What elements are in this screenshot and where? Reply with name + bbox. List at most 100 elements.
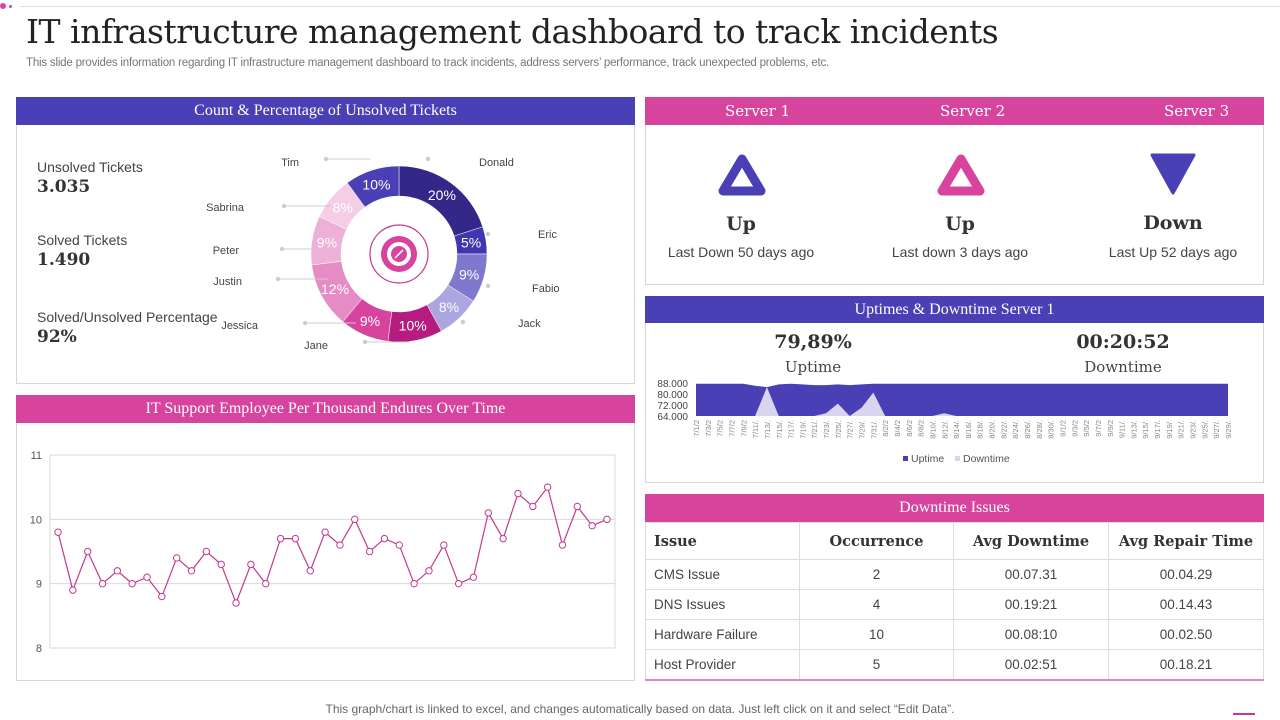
page-title: IT infrastructure management dashboard t… (26, 12, 999, 51)
x-tick-label: 9/17/. (1153, 420, 1162, 439)
x-tick-label: 7/31/. (869, 420, 878, 439)
unsolved-value: 3.035 (37, 177, 91, 197)
table-cell: 00.19:21 (953, 589, 1109, 620)
x-tick-label: 7/11/. (751, 420, 760, 438)
x-tick-label: 7/19/. (798, 420, 807, 439)
table-cell: 2 (799, 559, 954, 590)
data-point (262, 579, 270, 588)
leader-dot (281, 203, 287, 209)
x-tick-label: 7/25/. (834, 420, 843, 439)
donut-category-label: Justin (213, 276, 242, 288)
x-tick-label: 8/28/. (1035, 420, 1044, 439)
center-ring (369, 224, 429, 284)
leader-dot (302, 320, 308, 326)
donut-slice-tim (346, 165, 400, 208)
data-point (543, 483, 552, 491)
data-point (410, 579, 418, 588)
data-point (499, 534, 507, 543)
data-point (336, 541, 344, 549)
solved-label: Solved Tickets (37, 232, 128, 248)
donut-category-label: Eric (538, 229, 557, 241)
server-1-state: Up (726, 213, 756, 235)
x-tick-label: 7/9/2 (739, 420, 748, 437)
data-point (603, 515, 611, 524)
x-tick-label: 8/30/. (1047, 420, 1056, 439)
x-tick-label: 7/17/. (787, 420, 796, 439)
data-point (351, 515, 359, 524)
donut-category-label: Peter (213, 245, 240, 257)
table-cell: 5 (799, 649, 954, 680)
server-2-up-icon (937, 154, 985, 196)
page-subtitle: This slide provides information regardin… (26, 57, 830, 69)
donut-category-label: Donald (479, 157, 514, 169)
legend-label: Downtime (963, 453, 1010, 465)
table-cell: 00.18.21 (1108, 649, 1264, 680)
data-point (276, 534, 285, 543)
legend-label: Uptime (911, 453, 944, 465)
x-tick-label: 9/1/2 (1058, 420, 1067, 437)
x-tick-label: 8/6/2 (905, 420, 914, 437)
y-tick-label: 8 (36, 643, 42, 655)
leader-dot (323, 156, 329, 162)
leader-dot (425, 156, 431, 162)
data-point (54, 528, 62, 536)
data-point (469, 573, 478, 581)
col-issue: Issue (645, 522, 800, 560)
donut-data-label: 8% (333, 199, 353, 215)
table-row: DNS Issues 4 00.19:21 00.14.43 (645, 589, 1264, 620)
server-1-up-icon (718, 154, 766, 196)
y-tick-label: 64.000 (657, 412, 688, 423)
x-tick-label: 9/19/. (1165, 420, 1174, 439)
percent-icon-slash (394, 249, 404, 259)
y-tick-label: 10 (30, 514, 42, 526)
x-tick-label: 9/21/. (1177, 420, 1186, 439)
y-tick-label: 9 (36, 579, 42, 591)
donut-data-label: 8% (439, 299, 459, 315)
data-point (454, 579, 463, 588)
leader-dot (460, 319, 466, 325)
data-point (83, 547, 92, 556)
x-tick-label: 8/16/. (964, 420, 973, 439)
x-tick-label: 9/9/2 (1106, 420, 1115, 437)
uptime-value: 79,89% (774, 331, 852, 353)
x-tick-label: 9/27/. (1212, 420, 1221, 439)
data-point (306, 567, 314, 575)
table-row: Host Provider 5 00.02:51 00.18.21 (645, 649, 1264, 680)
data-point (128, 579, 136, 588)
x-tick-label: 8/14/. (952, 420, 961, 439)
leader-dot (279, 246, 285, 252)
server-3-title: Server 3 (1164, 102, 1230, 120)
area-series-uptime (696, 383, 1228, 416)
data-point (380, 534, 389, 543)
donut-data-label: 12% (321, 281, 349, 297)
employee-panel-header: IT Support Employee Per Thousand Endures… (16, 395, 635, 423)
x-tick-label: 9/25/. (1200, 420, 1209, 439)
leader-dot (362, 339, 368, 345)
x-tick-label: 7/3/2 (704, 420, 713, 437)
donut-category-label: Jane (304, 340, 328, 352)
x-tick-label: 9/7/2 (1094, 420, 1103, 437)
x-tick-label: 9/23/. (1189, 420, 1198, 439)
donut-data-label: 5% (461, 235, 481, 251)
servers-panel: Up Last Down 50 days ago Up Last down 3 … (645, 125, 1264, 285)
table-cell: CMS Issue (645, 559, 800, 590)
server-2-state: Up (945, 213, 975, 235)
tickets-panel-header: Count & Percentage of Unsolved Tickets (16, 97, 635, 125)
donut-category-label: Tim (281, 157, 299, 169)
table-cell: Hardware Failure (645, 619, 800, 650)
x-tick-label: 8/22/. (999, 420, 1008, 439)
leader-dot (485, 231, 491, 237)
downtime-label: Downtime (1084, 358, 1162, 376)
x-tick-label: 8/24/. (1011, 420, 1020, 439)
employee-panel (16, 423, 635, 681)
x-tick-label: 7/23/. (822, 420, 831, 439)
table-cell: 00.14.43 (1108, 589, 1264, 620)
x-tick-label: 8/12/. (940, 420, 949, 439)
top-rule (20, 6, 1280, 7)
x-tick-label: 8/8/2 (917, 420, 926, 437)
data-point (395, 541, 403, 549)
x-tick-label: 9/13/. (1129, 420, 1138, 439)
x-tick-label: 8/20/. (988, 420, 997, 439)
line-chart: 11 10 9 8 (30, 450, 616, 655)
table-cell: 00.02.50 (1108, 619, 1264, 650)
